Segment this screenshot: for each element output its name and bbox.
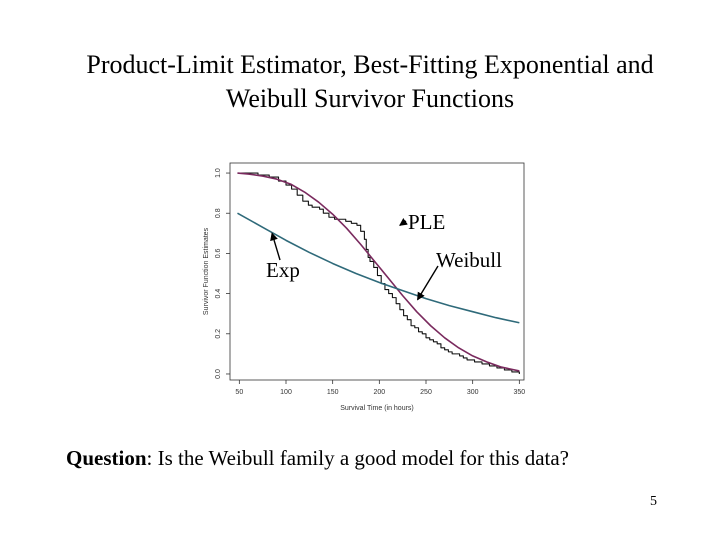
x-tick-label: 100	[280, 389, 292, 396]
x-tick-label: 200	[373, 389, 385, 396]
page-number: 5	[650, 494, 657, 509]
question-text: Question: Is the Weibull family a good m…	[66, 446, 569, 471]
exp-annotation-label: Exp	[266, 258, 300, 282]
plot-frame	[229, 162, 525, 381]
annotation-arrow-weibull	[417, 265, 439, 301]
weibull-annotation-label: Weibull	[436, 248, 502, 272]
series-line-weibull	[237, 172, 520, 372]
survival-chart: 50 100 150 200 250 300 350 0.0 0.2 0.4 0.6 0.8 1.0 Su…	[203, 162, 525, 412]
x-tick-label: 300	[467, 389, 479, 396]
ple-annotation-label: PLE	[408, 210, 446, 234]
y-tick-label: 0.2	[215, 329, 222, 339]
series-group	[237, 172, 520, 374]
y-tick-label: 0.4	[215, 289, 222, 299]
axes: 50 100 150 200 250 300 350 0.0 0.2 0.4 0.6 0.8 1.0 Su…	[203, 162, 525, 412]
x-tick-label: 50	[235, 389, 243, 396]
x-tick-label: 250	[420, 389, 432, 396]
y-tick-label: 0.8	[215, 208, 222, 218]
annotation-arrows	[270, 217, 439, 301]
y-tick-label: 0.0	[215, 369, 222, 379]
x-tick-label: 350	[513, 389, 525, 396]
slide-title: Product-Limit Estimator, Best-Fitting Ex…	[30, 48, 710, 116]
title-line-2: Weibull Survivor Functions	[225, 84, 515, 113]
series-line-exp	[237, 212, 520, 324]
y-tick-label: 1.0	[215, 168, 222, 178]
x-tick-label: 150	[327, 389, 339, 396]
question-body: : Is the Weibull family a good model for…	[146, 446, 570, 470]
x-axis-label: Survival Time (in hours)	[340, 405, 414, 412]
series-line-ple	[237, 172, 520, 374]
y-axis-label: Survivor Function Estimates	[203, 227, 210, 315]
annotation-arrow-exp	[270, 232, 281, 261]
annotation-arrow-ple	[399, 217, 408, 226]
y-tick-label: 0.6	[215, 248, 222, 258]
question-label: Question	[66, 446, 147, 470]
title-line-1: Product-Limit Estimator, Best-Fitting Ex…	[86, 50, 654, 79]
